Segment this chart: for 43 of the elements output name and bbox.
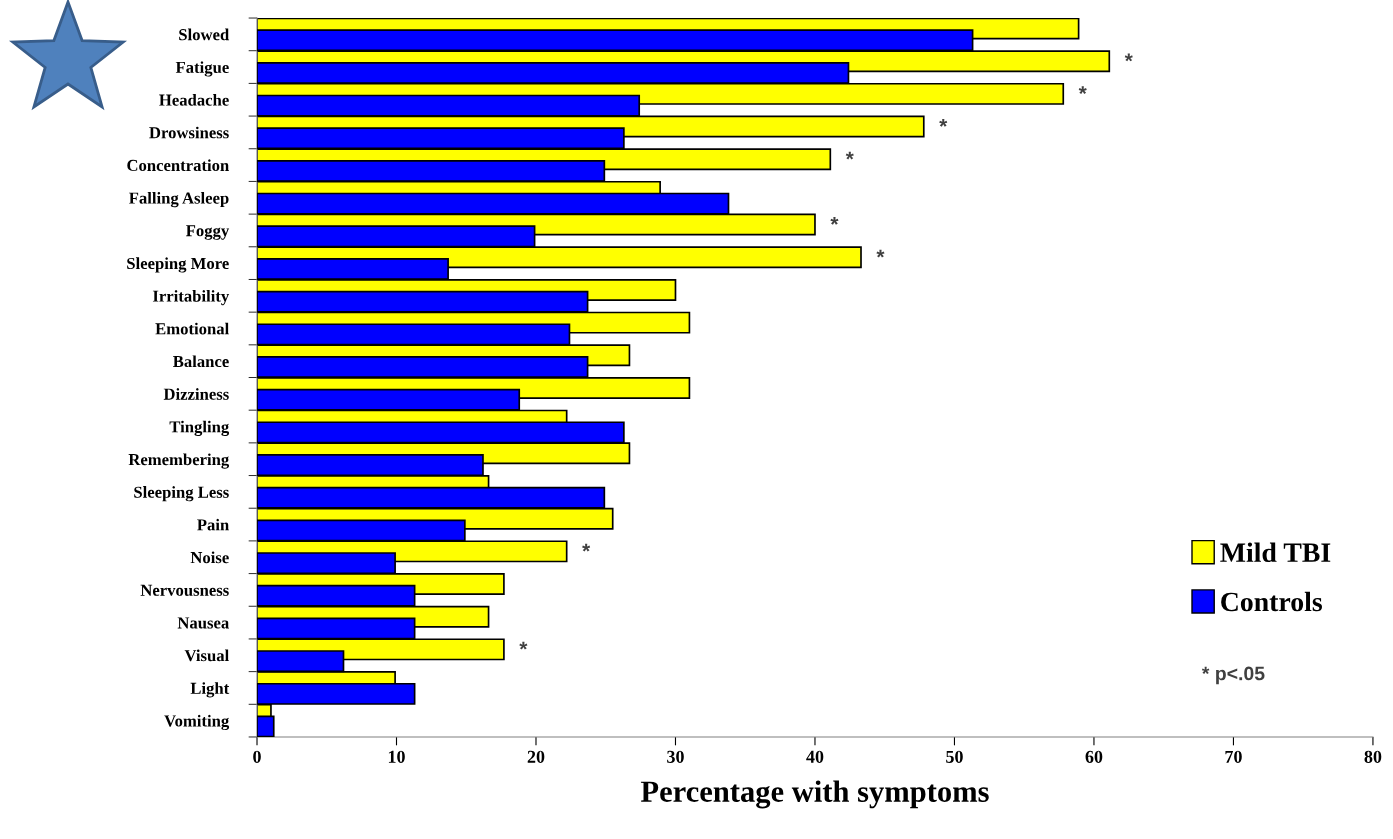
y-tick-label: Drowsiness — [149, 126, 229, 139]
annotation: * p<.05 — [1201, 666, 1265, 685]
y-tick-label: Visual — [184, 649, 229, 662]
y-tick-label: Emotional — [155, 322, 229, 335]
y-tick-label: Vomiting — [164, 714, 230, 731]
y-tick-label: Fatigue — [175, 61, 229, 77]
y-tick-label: Falling Asleep — [129, 191, 229, 208]
y-tick-label: Nervousness — [140, 584, 229, 596]
annotation: * — [845, 151, 854, 160]
y-tick-label: Pain — [197, 518, 229, 531]
annotation: * — [582, 543, 591, 552]
y-tick-label: Sleeping Less — [134, 486, 229, 502]
y-tick-label: Concentration — [127, 159, 229, 172]
y-tick-label: Sleeping More — [127, 257, 229, 273]
y-tick-label: Remembering — [128, 453, 230, 469]
legend-label: Controls — [1221, 591, 1322, 612]
annotation: * — [939, 118, 948, 127]
annotation: * — [876, 249, 885, 258]
y-tick-label: Noise — [190, 551, 229, 564]
y-tick-label: Balance — [173, 355, 229, 368]
x-tick-label: 70 — [1225, 750, 1242, 763]
y-tick-label: Light — [190, 682, 230, 698]
y-tick-label: Nausea — [177, 617, 229, 629]
y-tick-label: Tingling — [169, 420, 230, 436]
x-tick-label: 80 — [1364, 750, 1382, 763]
x-tick-label: 20 — [527, 750, 545, 763]
annotation: * — [830, 217, 839, 225]
y-tick-label: Foggy — [186, 225, 230, 240]
x-tick-label: 60 — [1085, 750, 1103, 763]
x-axis-title: Percentage with symptoms — [640, 780, 989, 809]
annotation: * — [519, 641, 528, 650]
annotation: * — [1124, 53, 1133, 62]
x-tick-label: 10 — [388, 750, 405, 763]
y-tick-label: Headache — [159, 93, 229, 106]
x-tick-label: 50 — [946, 750, 963, 763]
x-tick-label: 30 — [667, 750, 684, 763]
y-tick-label: Irritability — [152, 290, 230, 306]
y-tick-label: Slowed — [179, 28, 230, 41]
x-tick-label: 40 — [806, 750, 824, 763]
legend-label: Mild TBI — [1220, 542, 1331, 563]
annotation: * — [1078, 86, 1087, 95]
x-tick-label: 0 — [253, 750, 261, 763]
y-tick-label: Dizziness — [163, 388, 229, 400]
